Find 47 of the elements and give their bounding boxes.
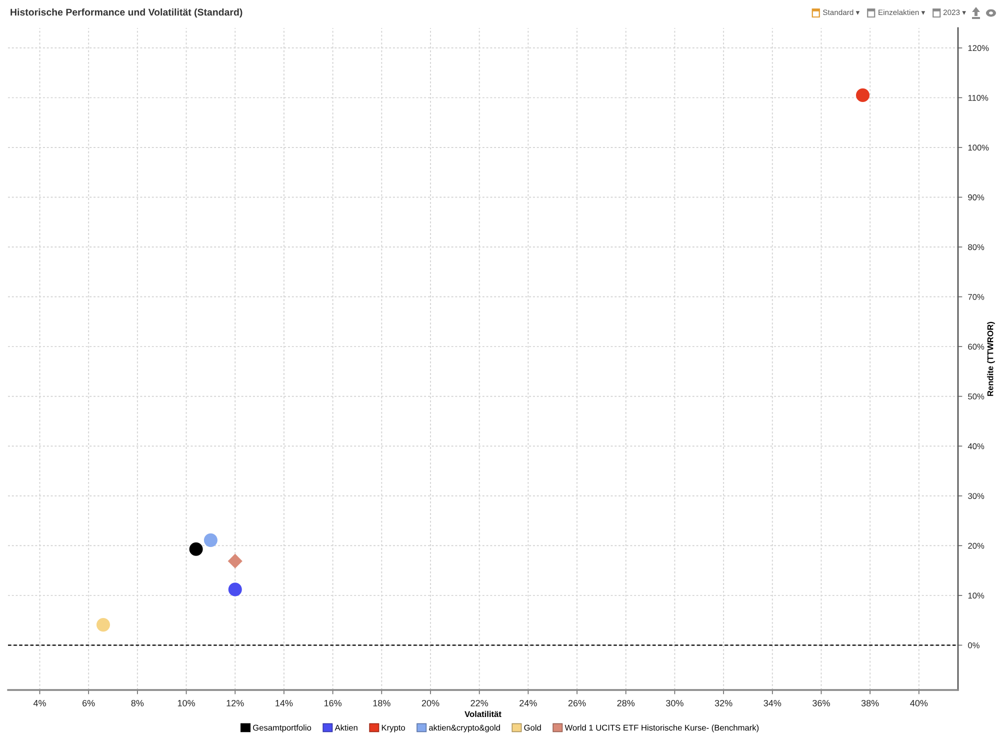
y-tick-label: 80%	[968, 244, 984, 250]
x-tick-label: 40%	[910, 700, 928, 706]
y-axis-title: Rendite (TTWROR)	[987, 322, 995, 396]
legend-label: World 1 UCITS ETF Historische Kurse- (Benchmark)	[564, 724, 759, 732]
y-tick-label: 10%	[968, 592, 984, 599]
y-tick-label: 90%	[968, 194, 984, 200]
x-tick-label: 20%	[422, 700, 440, 706]
y-tick-label: 100%	[968, 144, 989, 151]
y-tick-label: 60%	[968, 344, 984, 350]
x-tick-label: 24%	[520, 700, 537, 706]
point	[96, 618, 110, 632]
x-tick-label: 10%	[178, 700, 195, 706]
x-tick-label: 28%	[617, 700, 635, 706]
point	[856, 88, 870, 102]
x-tick-label: 8%	[131, 700, 144, 706]
point	[228, 554, 242, 568]
x-tick-label: 34%	[764, 700, 782, 706]
x-tick-label: 30%	[666, 700, 684, 706]
x-tick-label: 16%	[324, 700, 342, 706]
legend-label: Gesamtportfolio	[253, 724, 312, 732]
point	[228, 582, 242, 596]
y-tick-label: 0%	[968, 642, 980, 648]
x-tick-label: 26%	[568, 700, 586, 706]
x-axis-title: Volatilität	[464, 710, 502, 718]
legend-label: aktien&crypto&gold	[429, 724, 500, 732]
x-tick-label: 22%	[470, 700, 488, 706]
y-tick-label: 120%	[968, 45, 989, 52]
chart-title: Historische Performance und Volatilität (Standard)	[10, 8, 242, 18]
y-tick-label: 40%	[968, 443, 984, 450]
y-tick-label: 70%	[968, 294, 984, 300]
point	[189, 542, 203, 556]
x-tick-label: 36%	[812, 700, 830, 706]
x-tick-label: 32%	[714, 700, 732, 706]
x-tick-label: 6%	[82, 700, 95, 706]
legend-label: Aktien	[334, 724, 358, 731]
legend-label: Gold	[524, 724, 541, 731]
x-tick-label: 4%	[33, 700, 46, 706]
x-tick-label: 18%	[373, 700, 390, 706]
y-tick-label: 50%	[968, 394, 984, 400]
x-tick-label: 12%	[226, 700, 244, 706]
point	[204, 533, 218, 547]
x-tick-label: 38%	[861, 700, 879, 706]
x-tick-label: 14%	[276, 700, 293, 706]
legend-label: Krypto	[382, 724, 405, 732]
y-tick-label: 30%	[968, 493, 984, 499]
y-tick-label: 110%	[968, 94, 988, 101]
y-tick-label: 20%	[968, 542, 984, 549]
